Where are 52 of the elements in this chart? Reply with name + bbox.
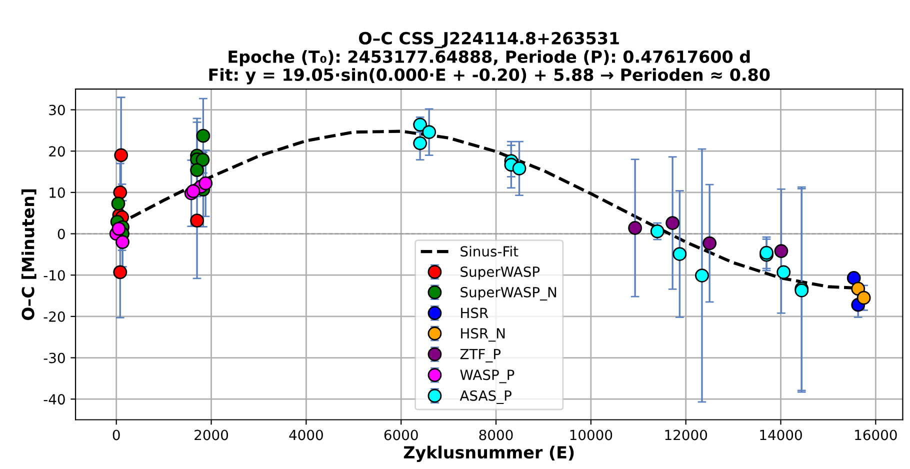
legend-label: HSR	[461, 308, 488, 318]
y-tick-label: 20	[49, 146, 65, 157]
legend-label: ZTF_P	[460, 349, 501, 362]
x-tick-label: 0	[112, 430, 120, 440]
point	[113, 185, 128, 200]
point	[774, 244, 788, 258]
point	[190, 163, 204, 178]
chart-title: O–C CSS_J224114.8+263531 Epoche (T₀): 2453177.64888, Periode (P): 0.47617600 d Fit: y = 19.05·sin(0.000·E + -0.20) + 5.88 → Perioden ≈ 0.80	[209, 32, 770, 84]
y-tick-label: -10	[44, 270, 65, 281]
point	[776, 265, 791, 280]
x-tick-label: 16000	[855, 430, 897, 440]
point	[112, 222, 126, 236]
legend-label: SuperWASP	[460, 266, 540, 280]
point	[190, 214, 204, 228]
x-tick-label: 14000	[760, 430, 802, 440]
point	[672, 247, 687, 261]
y-tick-label: -40	[44, 394, 65, 405]
point	[413, 118, 428, 132]
x-tick-label: 2000	[194, 430, 228, 440]
point	[413, 136, 428, 150]
x-tick-label: 8000	[479, 430, 513, 440]
legend-label: ASAS_P	[460, 390, 512, 404]
point	[114, 148, 128, 162]
x-tick-label: 4000	[289, 430, 323, 440]
legend-label: SuperWASP_N	[460, 286, 556, 300]
y-tick-label: 10	[50, 187, 65, 198]
y-tick-label: 0	[58, 228, 65, 240]
point	[512, 162, 526, 176]
point	[111, 196, 126, 211]
legend-label: HSR_N	[461, 328, 505, 342]
x-tick-label: 6000	[384, 430, 418, 440]
x-axis-title: Zyklusnummer (E)	[404, 446, 574, 462]
point	[116, 235, 130, 249]
point	[856, 290, 871, 305]
legend-label: WASP_P	[460, 370, 514, 384]
point	[196, 128, 210, 143]
point	[422, 125, 436, 140]
point	[628, 221, 642, 235]
legend-label: Sinus-Fit	[460, 246, 518, 257]
point	[666, 216, 680, 230]
y-tick-label: -30	[44, 352, 65, 364]
y-tick-label: 30	[49, 104, 65, 116]
x-tick-label: 12000	[665, 430, 708, 440]
point	[846, 271, 861, 285]
point	[650, 224, 664, 238]
point	[198, 176, 213, 190]
x-tick-label: 10000	[570, 430, 612, 440]
point	[695, 268, 709, 282]
y-axis-title: O–C [Minuten]	[21, 189, 36, 320]
point	[113, 265, 128, 280]
y-tick-label: -20	[44, 311, 65, 322]
point	[702, 236, 717, 250]
